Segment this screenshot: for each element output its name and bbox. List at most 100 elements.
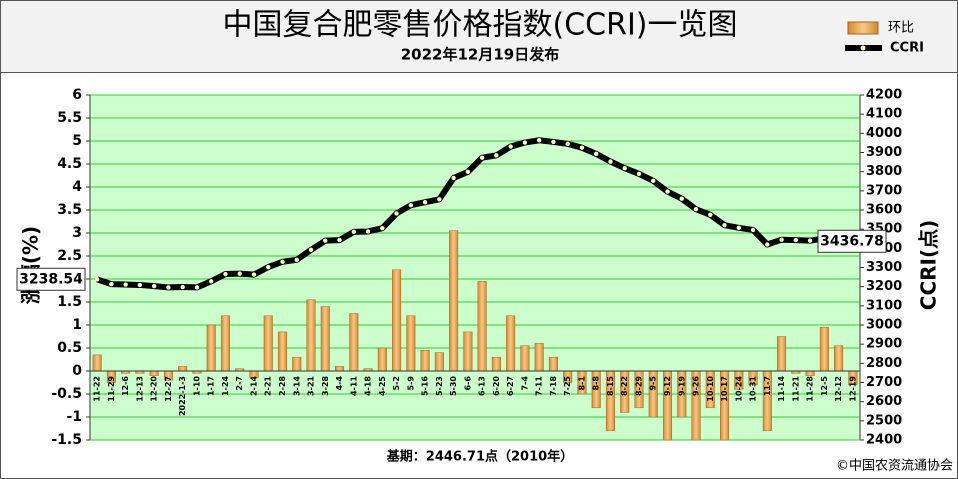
bar — [819, 327, 829, 372]
data-label: 3238.54 — [19, 271, 83, 287]
x-tick-label: 3-28 — [321, 376, 330, 396]
line-point — [536, 138, 542, 143]
data-label-box — [817, 229, 887, 253]
y2-axis-label: CCRI(点) — [917, 220, 941, 310]
bar — [463, 331, 473, 372]
line-point — [123, 282, 128, 287]
y-tick-label: 0.5 — [57, 340, 82, 356]
y2-tick-label: 2600 — [866, 394, 902, 409]
y2-tick-label: 2900 — [866, 337, 902, 352]
legend-label: 环比 — [888, 21, 914, 36]
bar — [306, 299, 316, 372]
line-point — [408, 203, 414, 208]
x-tick-label: 4-25 — [378, 376, 387, 396]
x-tick-label: 11-29 — [107, 376, 116, 402]
chart-subtitle: 2022年12月19日发布 — [401, 46, 560, 64]
legend-label: CCRI — [890, 41, 924, 56]
y2-tick-label: 3300 — [866, 260, 902, 275]
data-label: 3436.78 — [820, 233, 884, 249]
x-tick-label: 9-26 — [692, 376, 701, 396]
y-tick-label: -1.5 — [51, 432, 82, 448]
bar — [292, 356, 302, 372]
bar — [449, 230, 459, 372]
chart-title: 中国复合肥零售价格指数(CCRI)一览图 — [223, 8, 738, 43]
x-tick-label: 6-6 — [463, 376, 472, 391]
y2-tick-label: 2500 — [866, 413, 902, 428]
x-tick-label: 4-4 — [335, 376, 344, 391]
x-tick-label: 12-20 — [150, 376, 159, 402]
line-point — [280, 259, 285, 264]
bar — [349, 313, 359, 372]
line-point — [579, 145, 585, 150]
y-tick-label: 3.5 — [57, 202, 82, 218]
x-tick-label: 12-6 — [121, 376, 130, 396]
line-point — [736, 225, 741, 231]
x-tick-label: 11-28 — [806, 376, 815, 402]
x-tick-label: 8-8 — [592, 376, 601, 391]
line-point — [194, 285, 200, 290]
line-point — [109, 281, 114, 287]
x-tick-label: 2-14 — [249, 376, 258, 396]
line-point — [565, 141, 570, 147]
line-point — [708, 212, 713, 217]
x-tick-label: 7-11 — [535, 376, 544, 396]
line-point — [765, 242, 770, 247]
line-point — [594, 151, 599, 157]
bar — [777, 336, 787, 372]
x-tick-label: 10-10 — [706, 376, 715, 402]
x-tick-label: 5-2 — [392, 376, 401, 390]
y-tick-label: 5.5 — [57, 110, 82, 126]
x-tick-label: 3-14 — [292, 376, 301, 396]
y-tick-label: 4.5 — [57, 156, 82, 172]
x-tick-label: 6-20 — [492, 376, 501, 396]
bar — [834, 345, 844, 372]
line-point — [679, 196, 684, 201]
line-point — [636, 171, 642, 176]
x-tick-label: 9-12 — [663, 376, 672, 396]
x-tick-label: 10-17 — [720, 376, 729, 402]
line-point — [665, 189, 670, 194]
line-point — [180, 284, 185, 290]
x-tick-label: 8-22 — [620, 376, 629, 396]
legend-swatch-bar — [847, 21, 879, 35]
line — [96, 137, 854, 291]
y2-tick-label: 2400 — [866, 433, 902, 448]
x-tick-label: 2-21 — [264, 376, 273, 396]
x-tick-label: 8-15 — [606, 376, 615, 396]
y2-tick-label: 3600 — [866, 203, 902, 218]
x-tick-label: 2-28 — [278, 376, 287, 396]
line-point — [451, 175, 456, 181]
line-point — [380, 226, 385, 231]
x-tick-label: 4-18 — [364, 376, 373, 396]
line-point — [94, 277, 100, 282]
y2-tick-label: 2700 — [866, 375, 902, 390]
x-tick-label: 5-30 — [449, 376, 458, 396]
plot-area — [89, 94, 861, 441]
line-point — [437, 197, 442, 202]
x-tick-label: 10-24 — [734, 376, 743, 402]
x-tick-label: 1-17 — [207, 376, 216, 396]
x-tick-label: 2-7 — [235, 376, 244, 390]
y2-tick-label: 4100 — [866, 107, 902, 122]
y-tick-label: 6 — [72, 87, 82, 103]
x-tick-label: 11-14 — [777, 376, 786, 402]
y-tick-label: 2.5 — [57, 248, 82, 264]
line-point — [266, 264, 271, 270]
y-tick-label: 1.5 — [57, 294, 82, 310]
x-tick-label: 11-22 — [93, 376, 102, 402]
x-tick-label: 5-23 — [435, 376, 444, 396]
y-axis-label: 涨幅(%) — [19, 226, 43, 304]
y-tick-label: 3 — [72, 225, 82, 241]
bar — [206, 324, 216, 372]
line-point — [137, 282, 143, 288]
line-point — [465, 169, 471, 175]
y-tick-label: 5 — [72, 133, 82, 149]
bar — [320, 306, 330, 372]
y-tick-label: -0.5 — [51, 386, 82, 402]
line-point — [394, 211, 399, 216]
y2-tick-label: 3900 — [866, 145, 902, 160]
bar — [491, 356, 501, 372]
line-point — [166, 285, 171, 290]
